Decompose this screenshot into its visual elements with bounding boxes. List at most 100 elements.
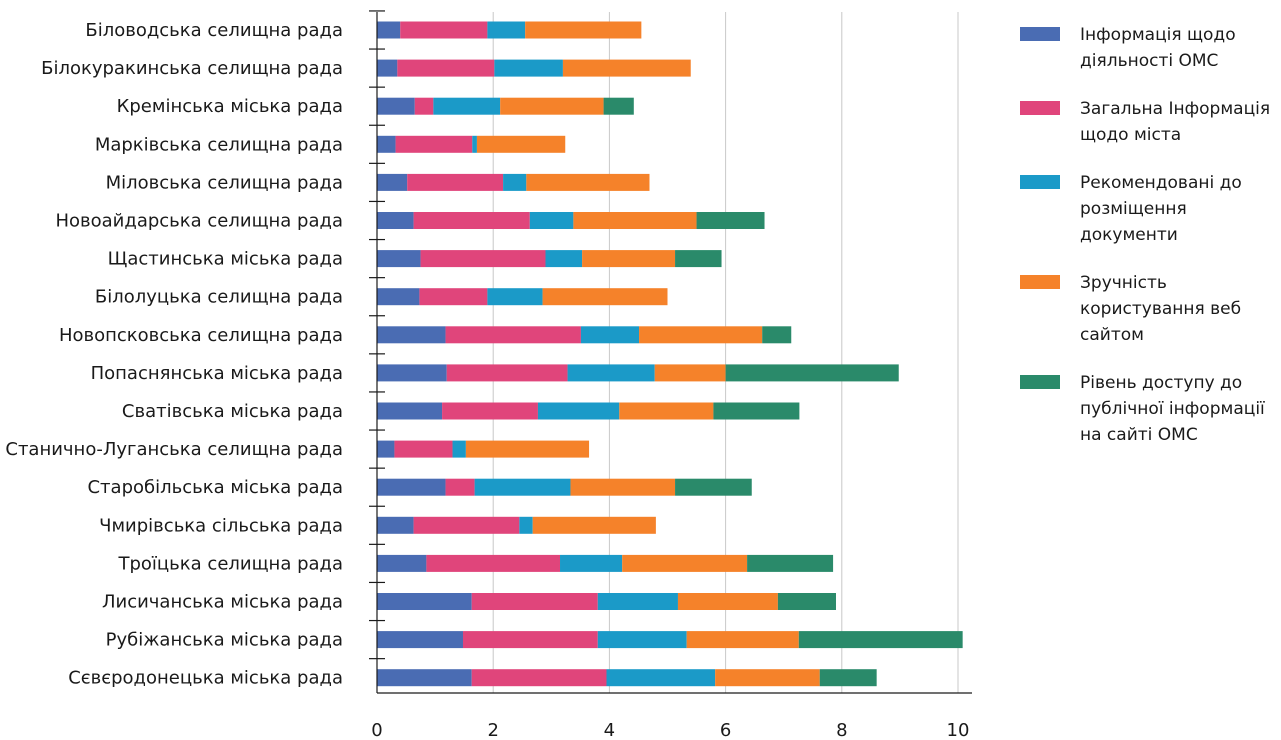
bar-segment (377, 326, 446, 344)
bar-segment (407, 173, 504, 191)
legend-swatch (1020, 275, 1060, 289)
bar-segment (675, 478, 752, 496)
bar-segment (377, 173, 408, 191)
bar-segment (476, 135, 566, 153)
category-label: Кремінська міська рада (117, 96, 343, 117)
bar-segment (747, 554, 834, 572)
bar-segment (503, 173, 527, 191)
legend: Інформація щодо діяльності ОМС Загальна … (1020, 22, 1280, 470)
bar-segment (377, 440, 395, 458)
bar-segment (777, 593, 836, 610)
bar-segment (580, 326, 640, 344)
bar-segment (426, 554, 561, 572)
category-label: Станично-Луганська селищна рада (5, 439, 343, 460)
category-label: Чмирівська сільська рада (99, 515, 343, 536)
legend-item: Зручність користування веб сайтом (1020, 270, 1280, 348)
category-label: Марківська селищна рада (95, 134, 343, 155)
bar-segment (560, 554, 623, 572)
bar-segment (377, 212, 414, 229)
legend-label: Інформація щодо діяльності ОМС (1080, 25, 1236, 71)
bar-segment (474, 478, 571, 496)
bar-segment (545, 250, 583, 268)
bar-segment (377, 478, 446, 496)
legend-swatch (1020, 175, 1060, 189)
bar-segment (377, 402, 443, 420)
legend-swatch (1020, 27, 1060, 41)
bar-segment (603, 97, 634, 115)
bar-segment (377, 21, 401, 39)
category-label: Рубіжанська міська рада (106, 630, 343, 651)
bar-segment (713, 402, 800, 420)
category-label: Біловодська селищна рада (85, 20, 343, 41)
legend-item: Рівень доступу до публічної інформації н… (1020, 370, 1280, 448)
bar-segment (445, 326, 581, 344)
bars (377, 21, 963, 687)
category-label: Білолуцька селищна рада (95, 287, 343, 308)
bar-segment (526, 173, 650, 191)
bar-segment (413, 212, 530, 229)
bar-segment (639, 326, 763, 344)
bar-segment (446, 364, 568, 382)
x-tick-label: 0 (371, 720, 382, 740)
bar-segment (414, 97, 434, 115)
bar-segment (413, 516, 520, 534)
bar-segment (445, 478, 475, 496)
bar-segment (537, 402, 620, 420)
category-label: Сєвєродонецька міська рада (68, 668, 343, 689)
legend-label: Рівень доступу до публічної інформації н… (1080, 373, 1265, 445)
bar-segment (562, 59, 691, 77)
bar-segment (519, 516, 533, 534)
x-tick-label: 2 (487, 720, 498, 740)
bar-segment (532, 516, 656, 534)
legend-label: Рекомендовані до розміщення документи (1080, 173, 1242, 245)
bar-segment (677, 593, 778, 610)
bar-segment (500, 97, 604, 115)
x-tick-label: 10 (947, 720, 970, 740)
x-tick-labels: 0 2 4 6 8 10 (371, 720, 969, 740)
bar-segment (397, 59, 495, 77)
bar-segment (494, 59, 563, 77)
bar-segment (487, 288, 543, 306)
x-tick-label: 8 (836, 720, 847, 740)
bar-segment (472, 135, 477, 153)
legend-swatch (1020, 101, 1060, 115)
gridlines (492, 12, 959, 693)
bar-segment (525, 21, 642, 39)
bar-segment (394, 440, 453, 458)
bar-segment (419, 288, 488, 306)
bar-segment (420, 250, 546, 268)
bar-segment (377, 554, 427, 572)
bar-segment (377, 59, 398, 77)
legend-item: Загальна Інформація щодо міста (1020, 96, 1280, 148)
bar-segment (542, 288, 668, 306)
bar-segment (619, 402, 714, 420)
category-label: Старобільська міська рада (87, 477, 343, 498)
bar-segment (442, 402, 538, 420)
bar-segment (462, 631, 598, 649)
bar-segment (377, 516, 414, 534)
bar-segment (487, 21, 526, 39)
bar-segment (395, 135, 473, 153)
bar-segment (377, 669, 472, 687)
legend-label: Загальна Інформація щодо міста (1080, 99, 1271, 145)
bar-segment (377, 631, 463, 649)
bar-segment (471, 593, 598, 610)
bar-segment (471, 669, 607, 687)
bar-segment (400, 21, 488, 39)
category-label: Білокуракинська селищна рада (41, 58, 343, 79)
legend-item: Рекомендовані до розміщення документи (1020, 170, 1280, 248)
legend-item: Інформація щодо діяльності ОМС (1020, 22, 1280, 74)
bar-segment (819, 669, 877, 687)
bar-segment (377, 97, 415, 115)
bar-segment (377, 593, 472, 610)
category-label: Щастинська міська рада (108, 249, 343, 270)
bar-segment (465, 440, 590, 458)
bar-segment (654, 364, 726, 382)
bar-segment (715, 669, 820, 687)
bar-segment (582, 250, 676, 268)
bar-segment (377, 288, 420, 306)
bar-segment (686, 631, 799, 649)
category-label: Попаснянська міська рада (91, 363, 343, 384)
legend-label: Зручність користування веб сайтом (1080, 273, 1242, 345)
